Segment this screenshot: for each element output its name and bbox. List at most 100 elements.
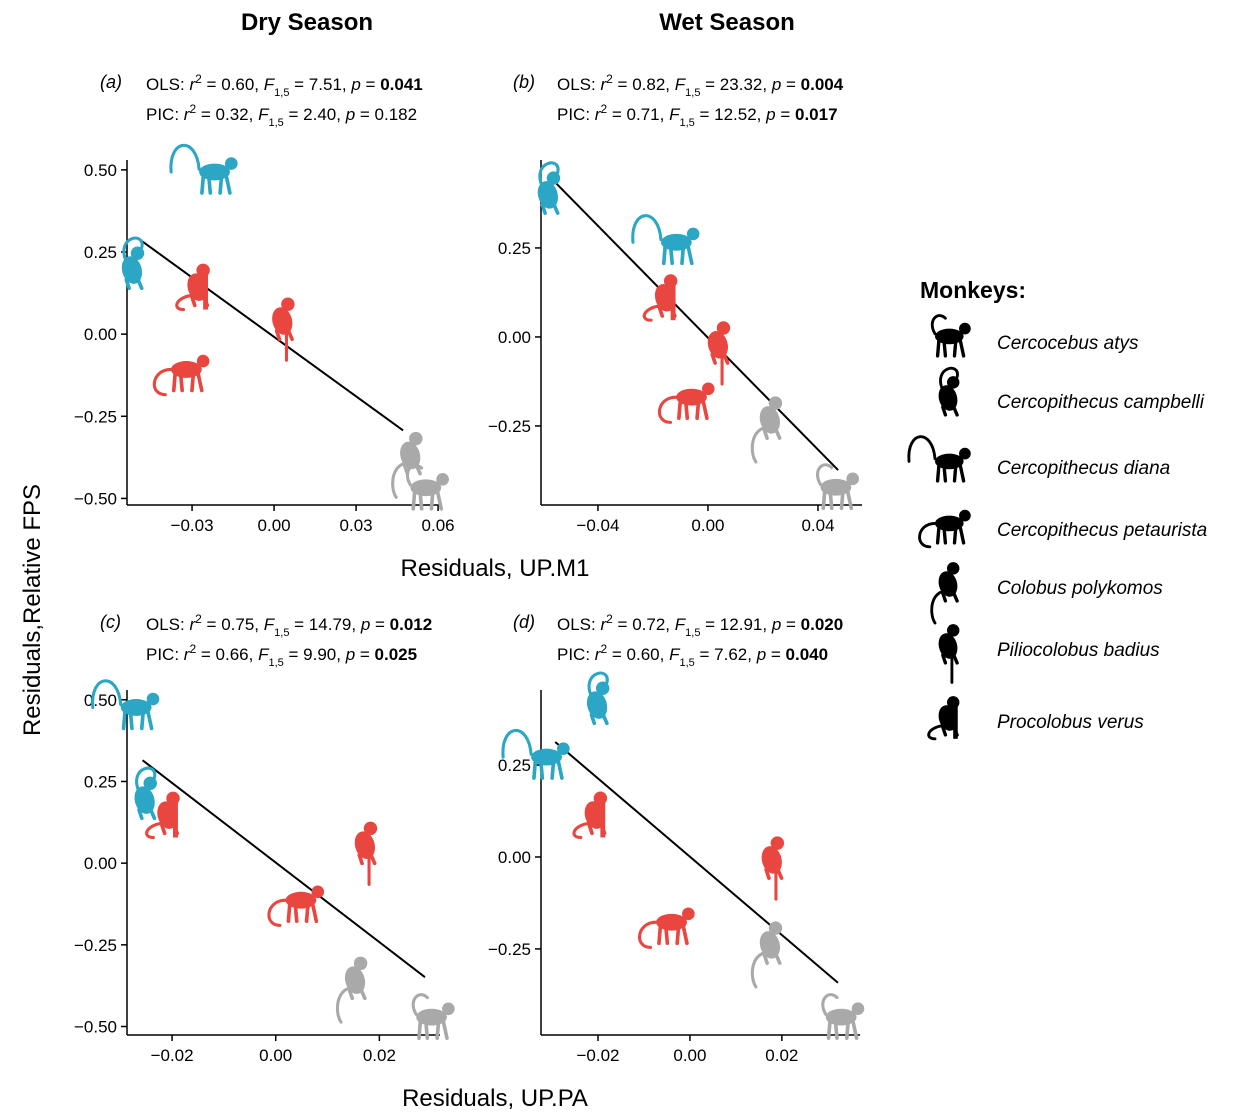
stat-text: PIC:	[557, 645, 595, 664]
stat-text: 0.004	[801, 75, 844, 94]
stat-text: = 12.91,	[700, 615, 771, 634]
stat-text: PIC:	[146, 645, 184, 664]
leg	[142, 712, 143, 729]
column-title: Wet Season	[659, 9, 795, 36]
regression-line	[555, 742, 838, 983]
panel-label: (b)	[513, 72, 535, 92]
stat-text: OLS:	[146, 75, 189, 94]
head	[436, 473, 449, 486]
head	[959, 510, 971, 522]
leg	[603, 713, 607, 723]
regression-line	[553, 180, 838, 470]
stat-text: p	[345, 645, 355, 664]
leg	[723, 353, 727, 363]
tail	[503, 730, 531, 757]
stat-text: 0.017	[795, 105, 838, 124]
x-tick-label: −0.02	[151, 1046, 194, 1065]
head	[771, 836, 784, 849]
leg	[131, 713, 132, 728]
leg	[443, 1019, 447, 1039]
y-tick-label: −0.25	[74, 936, 117, 955]
monkey-marker	[119, 238, 145, 288]
leg	[666, 928, 667, 943]
leg	[777, 868, 781, 878]
stat-text: p	[771, 615, 781, 634]
legend-label: Cercopithecus campbelli	[997, 392, 1205, 413]
tail	[752, 953, 763, 987]
leg	[147, 709, 151, 729]
stat-text: p	[756, 645, 766, 664]
leg	[124, 712, 125, 729]
monkey-marker	[752, 396, 783, 462]
stat-text: p	[345, 105, 355, 124]
leg	[960, 525, 964, 543]
stat-text: = 0.32,	[196, 105, 258, 124]
stat-line: OLS: r2 = 0.72, F1,5 = 12.91, p = 0.020	[557, 612, 843, 639]
x-tick-label: 0.00	[673, 1046, 706, 1065]
head	[197, 355, 210, 368]
stat-text: 1,5	[685, 87, 700, 99]
leg	[944, 529, 945, 543]
leg	[138, 278, 142, 288]
stat-text: OLS:	[557, 75, 600, 94]
leg	[953, 654, 957, 663]
head	[311, 886, 324, 899]
leg	[841, 491, 842, 508]
stat-text: 0.025	[375, 645, 418, 664]
head	[547, 171, 560, 184]
head	[196, 264, 209, 277]
stat-text: p	[765, 105, 775, 124]
leg	[534, 761, 535, 778]
stat-line: OLS: r2 = 0.60, F1,5 = 7.51, p = 0.041	[146, 72, 423, 99]
monkey-marker	[640, 908, 695, 948]
legend-icon	[936, 368, 960, 415]
stat-text: OLS:	[146, 615, 189, 634]
head	[682, 908, 695, 921]
stat-text: 0.041	[380, 75, 423, 94]
monkey-marker	[633, 216, 700, 264]
leg	[697, 401, 698, 418]
y-tick-label: 0.50	[84, 691, 117, 710]
y-tick-label: 0.00	[498, 328, 531, 347]
stat-line: PIC: r2 = 0.71, F1,5 = 12.52, p = 0.017	[557, 102, 838, 129]
leg	[226, 173, 230, 193]
stat-text: = 7.51,	[289, 75, 351, 94]
stat-text: =	[370, 615, 389, 634]
legend-title: Monkeys:	[920, 277, 1026, 303]
legend-label: Piliocolobus badius	[997, 640, 1160, 661]
stat-text: =	[776, 105, 795, 124]
monkey-marker	[132, 768, 158, 818]
monkey-marker	[269, 886, 324, 926]
leg	[671, 248, 672, 263]
monkey-marker	[407, 465, 448, 508]
legend-icon	[929, 696, 960, 739]
leg	[558, 758, 562, 778]
monkey-marker	[752, 921, 783, 987]
tail	[147, 824, 161, 838]
legend-label: Cercopithecus petaurista	[997, 520, 1207, 541]
monkey-marker	[352, 822, 378, 885]
head	[225, 157, 238, 170]
leg	[682, 246, 683, 263]
tail	[393, 464, 404, 498]
leg	[836, 1023, 837, 1038]
head	[594, 792, 607, 805]
stat-text: 0.040	[786, 645, 829, 664]
leg	[181, 375, 182, 390]
monkey-marker	[644, 274, 678, 320]
leg	[944, 342, 945, 356]
stat-text: =	[781, 615, 800, 634]
stat-text: = 0.72,	[613, 615, 675, 634]
tail	[644, 306, 658, 320]
leg	[938, 340, 939, 356]
leg	[686, 403, 687, 418]
leg	[677, 926, 678, 943]
head	[557, 742, 570, 755]
leg	[419, 1021, 420, 1038]
head	[687, 228, 700, 241]
monkey-marker	[759, 836, 785, 899]
leg	[955, 465, 956, 481]
leg	[192, 374, 193, 391]
leg	[174, 374, 175, 391]
leg	[830, 493, 831, 508]
